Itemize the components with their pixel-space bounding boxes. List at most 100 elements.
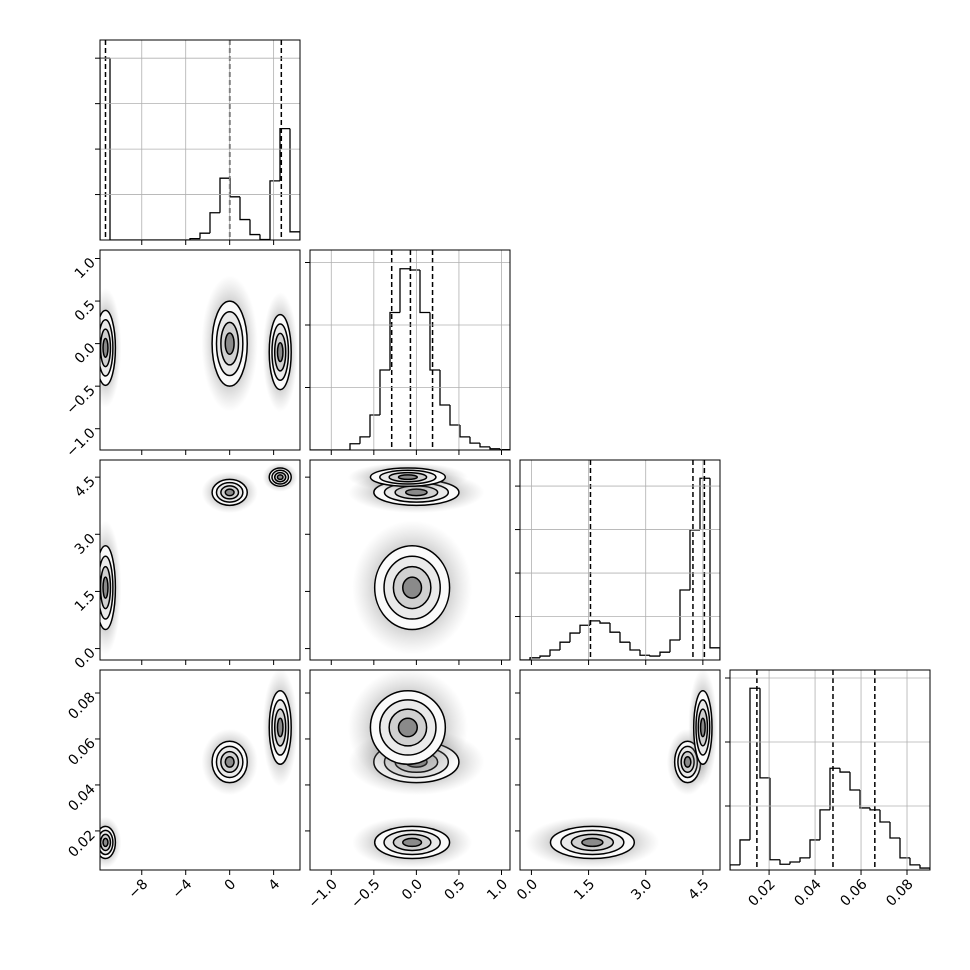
contour (102, 837, 109, 848)
y-tick-label: −1.0 (63, 425, 98, 460)
panel (100, 40, 300, 240)
panel-frame (309, 669, 511, 871)
hist-bin (269, 180, 280, 240)
hist-bin (259, 234, 270, 240)
hist-bin (819, 809, 830, 840)
y-tick-label: 0.02 (65, 827, 98, 860)
panel (525, 670, 718, 869)
hist-bin (879, 809, 890, 823)
hist-bin (109, 58, 120, 240)
hist-bin (219, 177, 230, 213)
hist-bin (539, 655, 550, 658)
hist-bin (769, 777, 780, 861)
x-tick-label: 3.0 (628, 876, 655, 903)
hist-bin (909, 857, 920, 866)
hist-bin (639, 650, 650, 656)
hist-bin (479, 443, 490, 448)
contour (102, 337, 109, 358)
panel (100, 275, 298, 413)
hist-bin (449, 405, 460, 426)
hist-bin (389, 311, 400, 370)
x-tick-label: −4 (169, 876, 195, 902)
x-tick-label: 0.0 (514, 876, 541, 903)
x-tick-label: 0.02 (745, 876, 778, 909)
hist-bin (599, 620, 610, 624)
x-tick-label: 0.08 (883, 876, 916, 909)
panel-frame (99, 39, 301, 241)
x-tick-label: 0.5 (442, 876, 469, 903)
hist-bin (649, 655, 660, 657)
y-tick-label: −0.5 (63, 383, 98, 418)
x-tick-label: 0.0 (399, 876, 426, 903)
hist-bin (809, 839, 820, 858)
y-tick-label: 0.5 (72, 298, 99, 325)
contour (224, 488, 235, 497)
hist-bin (399, 268, 410, 313)
x-tick-label: 0 (222, 876, 240, 894)
panel (100, 462, 298, 655)
hist-bin (789, 861, 800, 865)
hist-bin (919, 864, 930, 870)
hist-bin (559, 641, 570, 650)
y-tick-label: 1.0 (72, 255, 99, 282)
hist-bin (469, 436, 480, 444)
hist-bin (629, 642, 640, 651)
panel-frame (519, 459, 721, 661)
hist-bin (759, 688, 770, 779)
hist-bin (779, 859, 790, 865)
hist-bin (359, 436, 370, 444)
panel (520, 460, 720, 660)
hist-bin (659, 651, 670, 657)
contour (699, 717, 706, 738)
y-tick-label: 0.08 (65, 689, 98, 722)
panel-frame (99, 669, 301, 871)
hist-bin (709, 478, 720, 660)
hist-bin (679, 589, 690, 640)
y-tick-label: 4.5 (72, 474, 99, 501)
contour (224, 332, 235, 356)
panel (347, 462, 485, 655)
hist-bin (349, 443, 360, 450)
contour (402, 837, 423, 848)
contour (397, 717, 418, 738)
hist-bin (829, 767, 840, 810)
hist-bin (869, 807, 880, 811)
hist-bin (739, 839, 750, 865)
hist-bin (459, 425, 470, 438)
x-tick-label: 0.04 (791, 876, 824, 909)
hist-bin (839, 768, 850, 773)
hist-bin (379, 369, 390, 415)
panel (730, 670, 930, 870)
contour (276, 717, 284, 738)
contour (224, 756, 235, 768)
x-tick-label: 1.0 (484, 876, 511, 903)
hist-bin (609, 623, 620, 633)
hist-bin (239, 196, 250, 221)
y-tick-label: 0.0 (72, 645, 99, 672)
x-tick-label: −1.0 (306, 876, 341, 911)
hist-bin (749, 687, 760, 840)
panel (347, 670, 485, 869)
x-tick-label: −0.5 (348, 876, 383, 911)
hist-bin (199, 232, 210, 239)
hist-bin (689, 529, 700, 590)
hist-bin (589, 620, 600, 626)
contour (276, 342, 284, 363)
contour (276, 474, 284, 481)
hist-bin (889, 822, 900, 839)
hist-bin (409, 268, 420, 271)
x-tick-label: −8 (126, 876, 152, 902)
contour (402, 576, 423, 599)
panel-frame (729, 669, 931, 871)
x-tick-label: 4 (266, 876, 284, 894)
hist-bin (579, 624, 590, 634)
hist-bin (619, 632, 630, 643)
hist-bin (439, 370, 450, 406)
hist-bin (699, 477, 710, 530)
y-tick-label: 3.0 (72, 531, 99, 558)
y-tick-label: 0.0 (72, 340, 99, 367)
hist-bin (549, 649, 560, 657)
y-tick-label: 0.06 (65, 735, 98, 768)
x-tick-label: 1.5 (571, 876, 598, 903)
